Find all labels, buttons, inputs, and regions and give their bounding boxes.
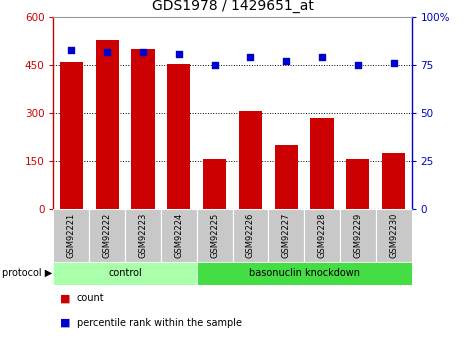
Bar — [304, 209, 340, 262]
Text: control: control — [108, 268, 142, 278]
Bar — [232, 209, 268, 262]
Text: GSM92229: GSM92229 — [353, 213, 362, 258]
Text: GSM92228: GSM92228 — [318, 213, 326, 258]
Bar — [131, 49, 155, 209]
Text: GSM92227: GSM92227 — [282, 213, 291, 258]
Bar — [60, 62, 83, 209]
Text: GSM92225: GSM92225 — [210, 213, 219, 258]
Bar — [95, 40, 119, 209]
Point — [246, 55, 254, 60]
Bar — [161, 209, 197, 262]
Text: GSM92221: GSM92221 — [67, 213, 76, 258]
Bar — [340, 209, 376, 262]
Point — [318, 55, 325, 60]
Bar — [203, 159, 226, 209]
Text: protocol ▶: protocol ▶ — [2, 268, 53, 278]
Text: ■: ■ — [60, 294, 71, 303]
Point — [175, 51, 182, 56]
Text: GSM92224: GSM92224 — [174, 213, 183, 258]
Text: GSM92223: GSM92223 — [139, 213, 147, 258]
Text: percentile rank within the sample: percentile rank within the sample — [77, 318, 242, 327]
Bar — [382, 153, 405, 209]
Point — [211, 62, 218, 68]
Point — [390, 60, 397, 66]
Point — [67, 47, 75, 52]
Text: GSM92222: GSM92222 — [103, 213, 112, 258]
Bar — [53, 262, 197, 285]
Bar — [346, 159, 370, 209]
Point — [103, 49, 111, 55]
Bar — [239, 111, 262, 209]
Bar — [197, 262, 412, 285]
Bar — [53, 209, 89, 262]
Bar — [197, 209, 232, 262]
Point — [282, 59, 290, 64]
Bar — [89, 209, 125, 262]
Point — [354, 62, 361, 68]
Bar — [167, 63, 191, 209]
Bar — [274, 145, 298, 209]
Bar — [125, 209, 161, 262]
Text: GSM92230: GSM92230 — [389, 213, 398, 258]
Point — [139, 49, 146, 55]
Bar — [268, 209, 304, 262]
Text: ■: ■ — [60, 318, 71, 327]
Text: count: count — [77, 294, 104, 303]
Bar — [376, 209, 412, 262]
Text: GSM92226: GSM92226 — [246, 213, 255, 258]
Bar — [310, 118, 334, 209]
Title: GDS1978 / 1429651_at: GDS1978 / 1429651_at — [152, 0, 313, 13]
Text: basonuclin knockdown: basonuclin knockdown — [249, 268, 359, 278]
